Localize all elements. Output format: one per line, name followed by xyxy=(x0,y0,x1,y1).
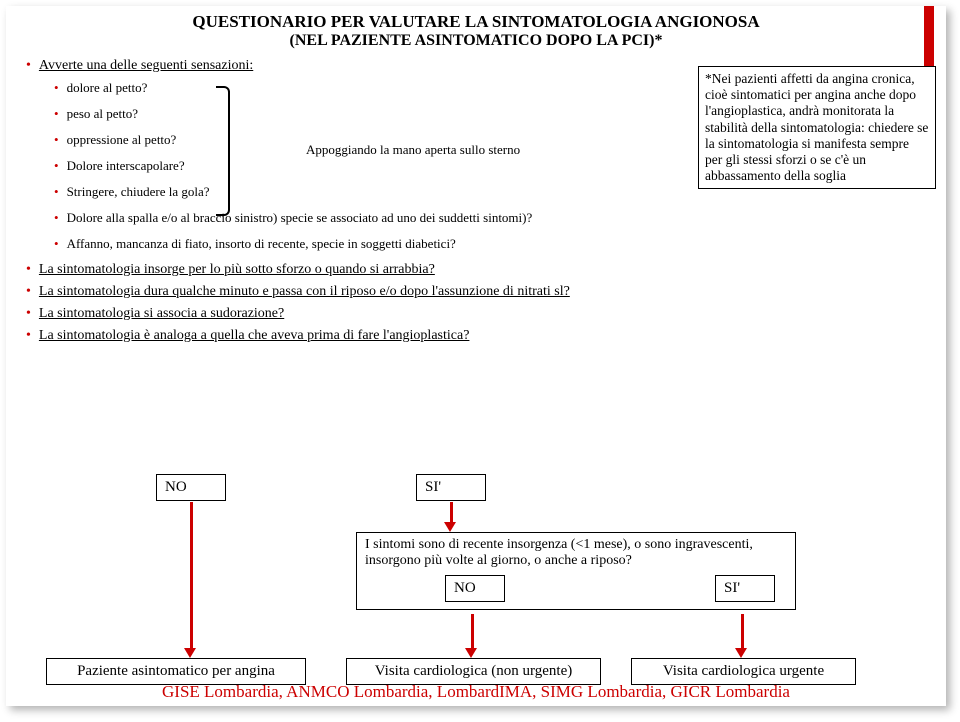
bracket-label: Appoggiando la mano aperta sullo sterno xyxy=(306,142,520,158)
decision-si-2: SI' xyxy=(715,575,775,602)
followup-text: La sintomatologia insorge per lo più sot… xyxy=(39,262,435,277)
decision-no-1: NO xyxy=(156,474,226,501)
question-2: I sintomi sono di recente insorgenza (<1… xyxy=(356,532,796,610)
decision-si-1: SI' xyxy=(416,474,486,501)
followup-item: La sintomatologia dura qualche minuto e … xyxy=(26,284,926,300)
followup-item: La sintomatologia insorge per lo più sot… xyxy=(26,262,926,278)
question-2-text: I sintomi sono di recente insorgenza (<1… xyxy=(365,537,753,568)
decision-no-2: NO xyxy=(445,575,505,602)
followup-item: La sintomatologia è analoga a quella che… xyxy=(26,328,926,344)
arrow xyxy=(471,614,474,648)
page-subtitle: (NEL PAZIENTE ASINTOMATICO DOPO LA PCI)* xyxy=(6,32,946,50)
outcome-nonurgent: Visita cardiologica (non urgente) xyxy=(346,658,601,685)
note-box: *Nei pazienti affetti da angina cronica,… xyxy=(698,66,936,189)
arrow xyxy=(190,502,193,648)
page: QUESTIONARIO PER VALUTARE LA SINTOMATOLO… xyxy=(6,6,946,706)
symptom-item: Dolore alla spalla e/o al braccio sinist… xyxy=(54,210,926,226)
heading-text: Avverte una delle seguenti sensazioni: xyxy=(39,58,253,73)
footer-text: GISE Lombardia, ANMCO Lombardia, Lombard… xyxy=(6,682,946,702)
followup-item: La sintomatologia si associa a sudorazio… xyxy=(26,306,926,322)
outcome-urgent: Visita cardiologica urgente xyxy=(631,658,856,685)
followup-text: La sintomatologia si associa a sudorazio… xyxy=(39,306,284,321)
bracket-icon xyxy=(216,86,230,216)
followup-text: La sintomatologia è analoga a quella che… xyxy=(39,328,470,343)
arrow-head-icon xyxy=(465,648,477,658)
arrow-head-icon xyxy=(184,648,196,658)
outcome-asymptomatic: Paziente asintomatico per angina xyxy=(46,658,306,685)
followup-text: La sintomatologia dura qualche minuto e … xyxy=(39,284,570,299)
arrow-head-icon xyxy=(444,522,456,532)
arrow xyxy=(741,614,744,648)
page-title: QUESTIONARIO PER VALUTARE LA SINTOMATOLO… xyxy=(6,6,946,32)
symptom-item: Affanno, mancanza di fiato, insorto di r… xyxy=(54,236,926,252)
flowchart: NO SI' I sintomi sono di recente insorge… xyxy=(6,474,946,714)
arrow xyxy=(450,502,453,522)
arrow-head-icon xyxy=(735,648,747,658)
